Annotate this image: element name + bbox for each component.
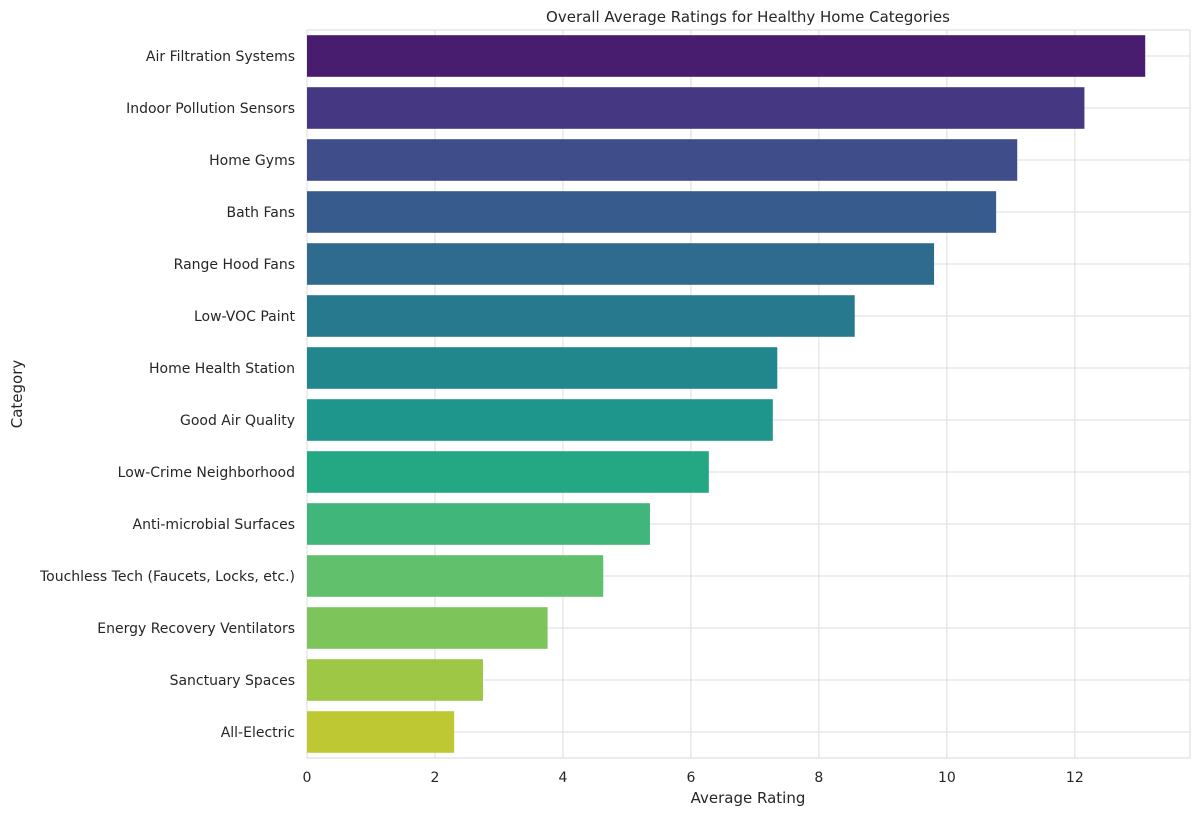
category-label: Energy Recovery Ventilators	[97, 621, 295, 637]
category-label: Low-Crime Neighborhood	[118, 465, 295, 481]
bar	[307, 139, 1018, 181]
category-label: Good Air Quality	[180, 413, 295, 429]
bar	[307, 607, 548, 649]
bars	[307, 35, 1146, 753]
y-axis-label: Category	[8, 360, 26, 429]
bar	[307, 87, 1085, 129]
x-tick-label: 6	[686, 770, 695, 786]
category-label: Indoor Pollution Sensors	[126, 101, 295, 117]
category-label: All-Electric	[221, 725, 295, 741]
category-label: Home Gyms	[209, 153, 295, 169]
x-tick-label: 10	[938, 770, 956, 786]
x-tick-label: 12	[1066, 770, 1084, 786]
category-label: Touchless Tech (Faucets, Locks, etc.)	[39, 569, 295, 585]
x-axis-label: Average Rating	[691, 789, 806, 807]
category-label: Sanctuary Spaces	[170, 673, 295, 689]
chart-title: Overall Average Ratings for Healthy Home…	[546, 8, 950, 26]
bar	[307, 347, 778, 389]
bar	[307, 243, 935, 285]
category-label: Home Health Station	[149, 361, 295, 377]
category-label: Range Hood Fans	[174, 257, 295, 273]
bar	[307, 503, 650, 545]
x-tick-label: 2	[431, 770, 440, 786]
x-tick-label: 4	[558, 770, 567, 786]
bar	[307, 399, 773, 441]
category-label: Air Filtration Systems	[146, 49, 295, 65]
bar	[307, 555, 604, 597]
x-tick-label: 8	[814, 770, 823, 786]
bar	[307, 295, 855, 337]
x-tick-label: 0	[303, 770, 312, 786]
bar	[307, 451, 709, 493]
category-label: Anti-microbial Surfaces	[133, 517, 295, 533]
bar	[307, 191, 997, 233]
category-labels: Air Filtration Systems Indoor Pollution S…	[39, 49, 296, 741]
category-label: Low-VOC Paint	[194, 309, 296, 325]
bar	[307, 659, 483, 701]
category-label: Bath Fans	[226, 205, 295, 221]
bar	[307, 35, 1146, 77]
bar	[307, 711, 455, 753]
x-tick-labels: 0 2 4 6 8 10 12	[303, 770, 1084, 786]
